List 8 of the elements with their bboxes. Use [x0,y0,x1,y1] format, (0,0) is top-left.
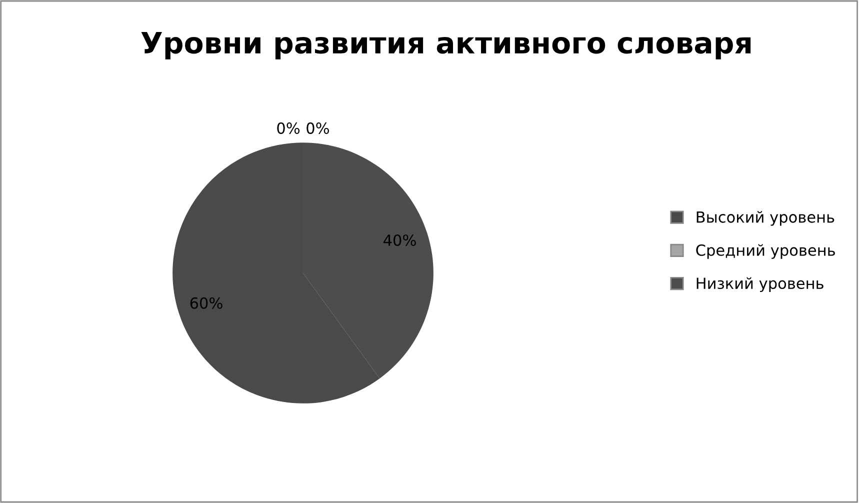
chart-title: Уровни развития активного словаря [141,32,751,60]
text: 0% [306,122,330,134]
legend-label: Высокий уровень [696,211,834,226]
data-label: 60% [190,297,222,309]
legend-label: Средний уровень [696,244,835,259]
data-label: 40% [384,234,416,246]
legend-label: Низкий уровень [696,277,824,292]
text: 0% [277,122,300,134]
